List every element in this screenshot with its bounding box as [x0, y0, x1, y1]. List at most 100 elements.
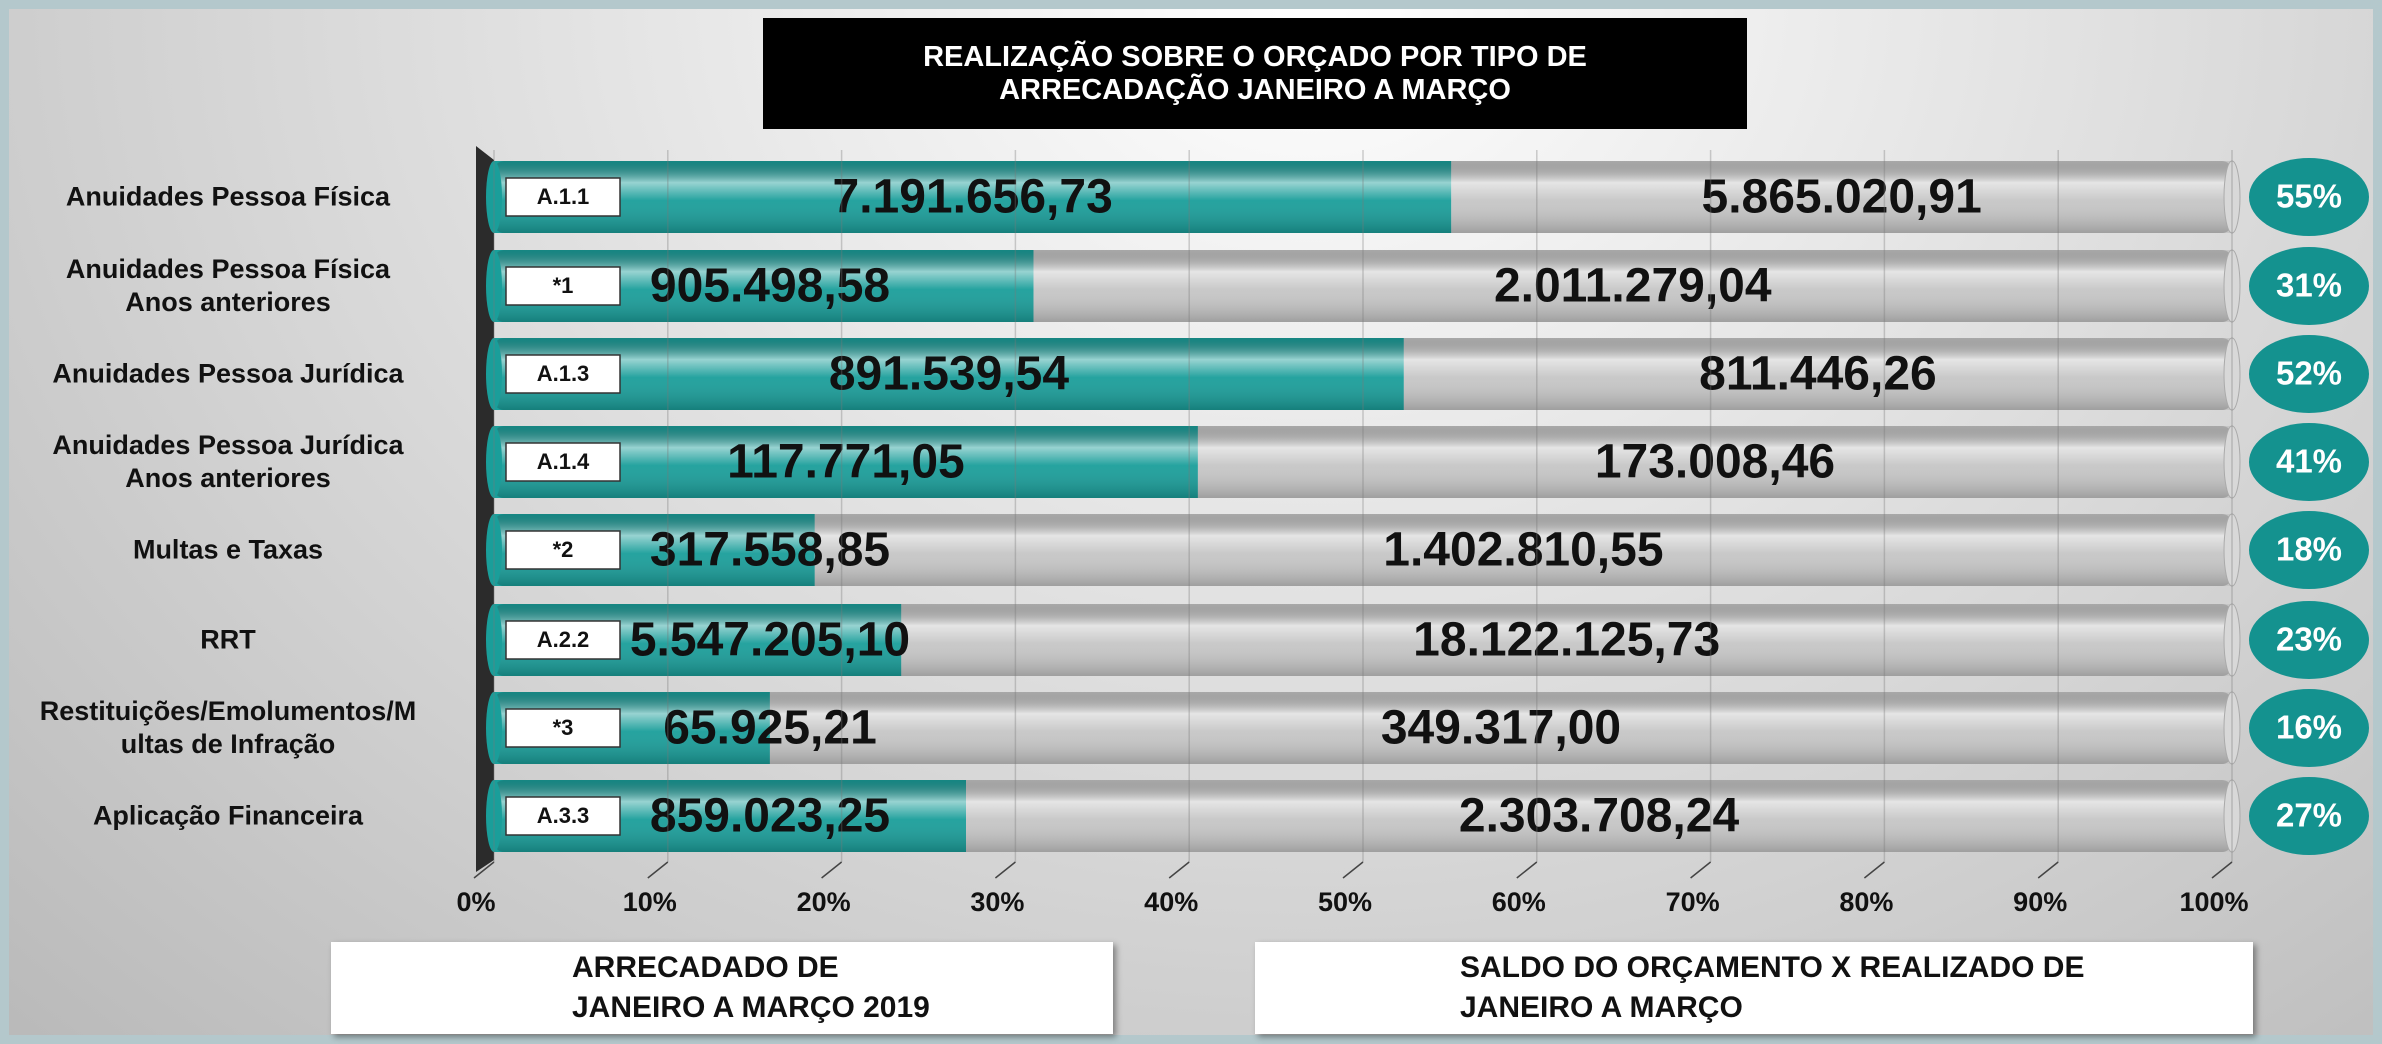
- code-box: [505, 708, 621, 748]
- tick-mark: [821, 861, 843, 879]
- bar-start: [486, 780, 502, 852]
- legend-box: [331, 942, 1113, 1034]
- chart-title: REALIZAÇÃO SOBRE O ORÇADO POR TIPO DE AR…: [763, 18, 1747, 129]
- x-tick-label: 30%: [970, 887, 1024, 917]
- code-label: A.3.3: [537, 803, 590, 828]
- bar-end: [2223, 513, 2241, 587]
- value-label: 859.023,25: [650, 790, 890, 843]
- share-label: 31%: [2276, 267, 2342, 304]
- share-badge: [2249, 423, 2369, 501]
- value-label: 7.191.656,73: [833, 171, 1113, 224]
- x-tick-label: 80%: [1839, 887, 1893, 917]
- x-tick-label: 100%: [2179, 887, 2248, 917]
- share-label: 23%: [2276, 621, 2342, 658]
- tick-mark: [1168, 861, 1190, 879]
- bar-start: [486, 426, 502, 498]
- code-label: *3: [553, 715, 574, 740]
- code-label: *2: [553, 537, 574, 562]
- tick-mark: [647, 861, 669, 879]
- value-label: 891.539,54: [829, 348, 1070, 401]
- tick-mark: [1863, 861, 1885, 879]
- bar-shine: [494, 338, 2232, 410]
- code-box: [505, 266, 621, 306]
- code-label: A.1.3: [537, 361, 590, 386]
- legend-label: ARRECADADO DE JANEIRO A MARÇO 2019: [572, 951, 930, 1024]
- x-tick-label: 60%: [1492, 887, 1546, 917]
- bar-shine: [494, 514, 2232, 586]
- bar-end: [2223, 160, 2241, 234]
- code-label: A.1.4: [537, 449, 590, 474]
- category-label: Anuidades Pessoa Jurídica Anos anteriore…: [52, 430, 404, 493]
- bar-start: [486, 161, 502, 233]
- tick-mark: [1516, 861, 1538, 879]
- share-badge: [2249, 689, 2369, 767]
- bar-end: [2223, 425, 2241, 499]
- value-label: 905.498,58: [650, 260, 890, 313]
- share-label: 52%: [2276, 355, 2342, 392]
- share-badge: [2249, 247, 2369, 325]
- share-badge: [2249, 601, 2369, 679]
- category-label: RRT: [200, 624, 256, 655]
- share-label: 41%: [2276, 443, 2342, 480]
- share-badge: [2249, 158, 2369, 236]
- share-label: 18%: [2276, 531, 2342, 568]
- x-tick-label: 0%: [456, 887, 495, 917]
- value-label: 2.303.708,24: [1459, 790, 1740, 843]
- legend-label: SALDO DO ORÇAMENTO X REALIZADO DE JANEIR…: [1460, 951, 2085, 1024]
- bar-shine: [494, 604, 2232, 676]
- code-box: [505, 354, 621, 394]
- share-label: 16%: [2276, 709, 2342, 746]
- bar-end: [2223, 337, 2241, 411]
- share-badge: [2249, 335, 2369, 413]
- bar-start: [486, 250, 502, 322]
- bar-shine: [494, 780, 2232, 852]
- code-label: A.2.2: [537, 627, 590, 652]
- tick-mark: [1342, 861, 1364, 879]
- code-box: [505, 796, 621, 836]
- value-label: 317.558,85: [650, 524, 890, 577]
- x-tick-label: 10%: [623, 887, 677, 917]
- code-box: [505, 177, 621, 217]
- category-label: Multas e Taxas: [132, 534, 324, 565]
- x-tick-label: 70%: [1666, 887, 1720, 917]
- value-label: 173.008,46: [1595, 436, 1835, 489]
- x-tick-label: 50%: [1318, 887, 1372, 917]
- share-badge: [2249, 777, 2369, 855]
- code-box: [505, 620, 621, 660]
- bar-end: [2223, 691, 2241, 765]
- category-label: Anuidades Pessoa Física Anos anteriores: [65, 254, 391, 317]
- x-tick-label: 20%: [797, 887, 851, 917]
- value-label: 65.925,21: [663, 702, 877, 755]
- bar-start: [486, 514, 502, 586]
- share-label: 27%: [2276, 797, 2342, 834]
- value-label: 5.547.205,10: [630, 614, 910, 667]
- bar-shine: [494, 161, 2232, 233]
- code-box: [505, 442, 621, 482]
- code-label: A.1.1: [537, 184, 590, 209]
- share-badge: [2249, 511, 2369, 589]
- bar-shine: [494, 426, 2232, 498]
- bar-end: [2223, 779, 2241, 853]
- category-label: Aplicação Financeira: [92, 800, 364, 831]
- value-label: 349.317,00: [1381, 702, 1621, 755]
- value-label: 5.865.020,91: [1702, 171, 1982, 224]
- legend-box: [1255, 942, 2253, 1034]
- value-label: 117.771,05: [727, 436, 965, 489]
- value-label: 1.402.810,55: [1383, 524, 1663, 577]
- axis-wall: [476, 146, 494, 872]
- tick-mark: [994, 861, 1016, 879]
- category-label: Restituições/Emolumentos/M ultas de Infr…: [39, 696, 417, 759]
- bar-shine: [494, 250, 2232, 322]
- bar-start: [486, 692, 502, 764]
- x-tick-label: 90%: [2013, 887, 2067, 917]
- tick-mark: [473, 861, 495, 879]
- code-box: [505, 530, 621, 570]
- bar-start: [486, 604, 502, 676]
- tick-mark: [2037, 861, 2059, 879]
- value-label: 2.011.279,04: [1494, 260, 1772, 313]
- tick-mark: [2211, 861, 2233, 879]
- code-label: *1: [553, 273, 574, 298]
